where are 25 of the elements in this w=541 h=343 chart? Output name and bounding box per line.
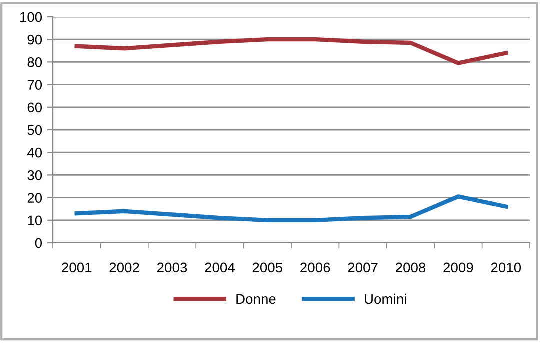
- y-tick-label: 30: [28, 170, 42, 180]
- y-tick-label: 100: [20, 12, 42, 22]
- y-tick-label: 40: [27, 148, 42, 158]
- line-series: [74, 194, 508, 222]
- x-tick-label: 2008: [396, 262, 426, 273]
- x-tick-label: 2005: [252, 262, 283, 273]
- x-tick-label: 2003: [158, 262, 188, 273]
- legend-label: Uomini: [365, 294, 406, 304]
- y-tick-label: 0: [35, 238, 42, 248]
- y-tick-label: 90: [28, 34, 42, 45]
- y-tick-label: 20: [28, 193, 42, 203]
- y-tick-label: 80: [28, 58, 42, 68]
- x-tick-label: 2004: [205, 262, 235, 273]
- legend-label: Donne: [236, 294, 276, 304]
- line-series: [74, 38, 508, 66]
- y-tick-label: 60: [28, 102, 42, 113]
- x-tick-label: 2006: [300, 262, 330, 273]
- x-tick-label: 2001: [62, 262, 92, 273]
- x-tick-label: 2002: [110, 262, 140, 273]
- y-tick-label: 50: [28, 125, 42, 136]
- y-tick-label: 10: [28, 216, 42, 226]
- y-tick-label: 70: [28, 80, 42, 90]
- x-tick-label: 2009: [444, 262, 474, 273]
- x-tick-label: 2007: [348, 262, 378, 273]
- x-tick-label: 2010: [491, 262, 522, 273]
